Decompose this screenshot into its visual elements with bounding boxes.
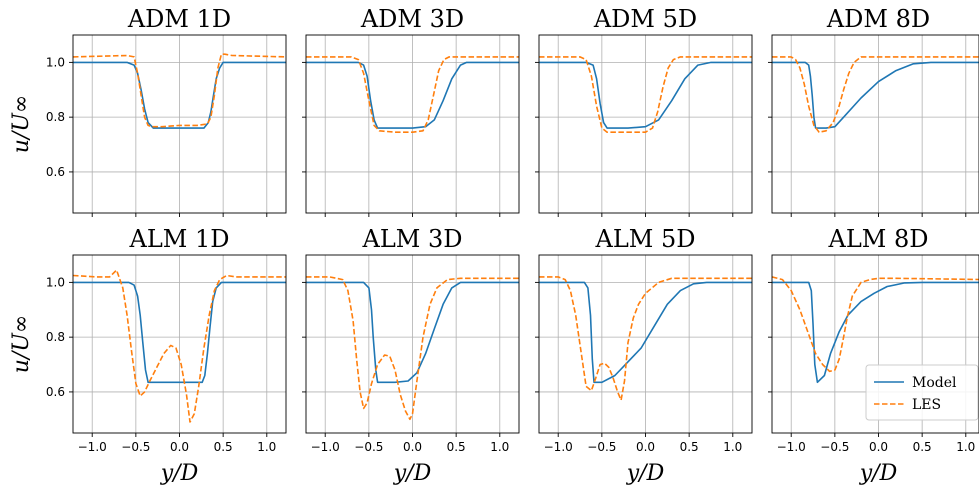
series-line-model: [306, 281, 519, 384]
series-line-les: [539, 276, 752, 401]
series-line-les: [306, 56, 519, 133]
x-tick-label: 1.0: [257, 440, 276, 454]
x-tick-label: 1.0: [956, 440, 975, 454]
x-tick-label: 1.0: [723, 440, 742, 454]
series-line-model: [772, 61, 979, 129]
series-line-model: [306, 61, 519, 129]
axes-frame: [771, 34, 979, 214]
x-axis-label: y/D: [626, 461, 665, 486]
panel-alm-8d: −1.0 −0.5 0.0 0.5 1.0 ALM 8D y/D: [768, 225, 979, 486]
legend-label-model: Model: [912, 375, 957, 391]
panel-adm-3d: ADM 3D: [302, 5, 520, 217]
x-tick-label: 0.5: [447, 440, 466, 454]
y-tick-label: 0.8: [46, 330, 65, 344]
x-tick-label: −0.5: [587, 440, 616, 454]
y-tick-label: 0.6: [46, 165, 65, 179]
x-tick-label: −0.5: [121, 440, 150, 454]
legend-box: [865, 364, 979, 421]
panel-title: ALM 1D: [129, 225, 230, 253]
series-line-les: [772, 276, 979, 373]
x-tick-label: −1.0: [544, 440, 573, 454]
legend-label-les: LES: [912, 397, 941, 413]
x-tick-label: 0.5: [913, 440, 932, 454]
x-tick-label: −0.5: [354, 440, 383, 454]
panel-title: ALM 8D: [828, 225, 929, 253]
y-axis-label: u/U∞: [9, 95, 34, 153]
series-line-les: [772, 56, 979, 133]
axes-frame: [771, 254, 979, 434]
x-axis-label: y/D: [160, 461, 199, 486]
x-tick-label: 0.5: [680, 440, 699, 454]
x-tick-label: 0.5: [214, 440, 233, 454]
series-line-model: [73, 281, 286, 384]
series-line-model: [539, 61, 752, 129]
x-tick-label: −1.0: [311, 440, 340, 454]
y-tick-label: 1.0: [46, 55, 65, 69]
panel-alm-1d: −1.0 −0.5 0.0 0.5 1.0 0.6 0.8 1.0 ALM 1D y/D u/U∞: [9, 225, 287, 486]
x-tick-label: 0.0: [636, 440, 655, 454]
panel-title: ADM 5D: [593, 5, 697, 33]
panel-adm-5d: ADM 5D: [535, 5, 753, 217]
panel-adm-8d: ADM 8D: [768, 5, 979, 217]
x-tick-label: −1.0: [78, 440, 107, 454]
series-line-les: [73, 269, 286, 423]
legend: Model LES: [865, 364, 979, 421]
series-line-les: [73, 53, 286, 128]
x-tick-label: 0.0: [403, 440, 422, 454]
y-tick-label: 0.8: [46, 110, 65, 124]
x-tick-label: 0.0: [869, 440, 888, 454]
y-tick-label: 1.0: [46, 275, 65, 289]
panel-title: ALM 3D: [362, 225, 463, 253]
panel-adm-1d: 0.6 0.8 1.0 ADM 1D u/U∞: [9, 5, 287, 217]
y-axis-label: u/U∞: [9, 315, 34, 373]
y-tick-label: 0.6: [46, 385, 65, 399]
x-axis-label: y/D: [393, 461, 432, 486]
series-line-model: [539, 281, 752, 384]
x-tick-label: −1.0: [777, 440, 806, 454]
panel-alm-3d: −1.0 −0.5 0.0 0.5 1.0 ALM 3D y/D: [302, 225, 520, 486]
x-tick-label: 1.0: [490, 440, 509, 454]
panel-title: ADM 8D: [826, 5, 930, 33]
panel-alm-5d: −1.0 −0.5 0.0 0.5 1.0 ALM 5D y/D: [535, 225, 753, 486]
series-line-model: [772, 281, 979, 384]
panel-title: ADM 1D: [127, 5, 231, 33]
series-line-les: [539, 56, 752, 133]
x-tick-label: −0.5: [820, 440, 849, 454]
panel-title: ADM 3D: [360, 5, 464, 33]
x-tick-label: 0.0: [170, 440, 189, 454]
panel-title: ALM 5D: [595, 225, 696, 253]
x-axis-label: y/D: [859, 461, 898, 486]
